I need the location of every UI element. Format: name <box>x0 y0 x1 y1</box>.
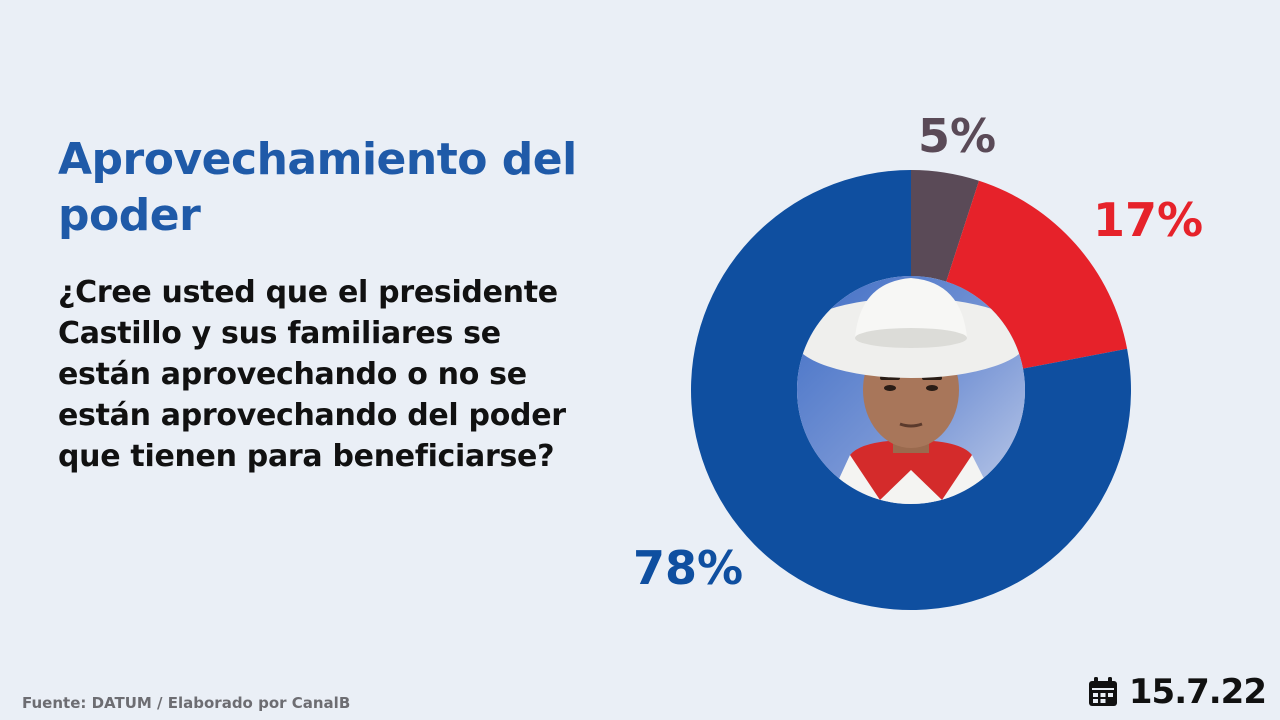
slice-label-1: 17% <box>1093 193 1203 247</box>
survey-question: ¿Cree usted que el presidente Castillo y… <box>58 275 566 474</box>
calendar-icon <box>1088 677 1117 706</box>
slice-label-2: 78% <box>633 541 743 595</box>
donut-slice-1 <box>946 180 1128 369</box>
donut-slice-0 <box>911 170 979 282</box>
date-text: 15.7.22 <box>1128 672 1267 712</box>
date-stamp: 15.7.22 <box>1087 672 1267 712</box>
source-note: Fuente: DATUM / Elaborado por CanalB <box>22 694 351 712</box>
page-title: Aprovechamiento del poder <box>58 134 577 241</box>
donut-slice-2 <box>690 170 1131 610</box>
slice-label-0: 5% <box>918 109 996 163</box>
